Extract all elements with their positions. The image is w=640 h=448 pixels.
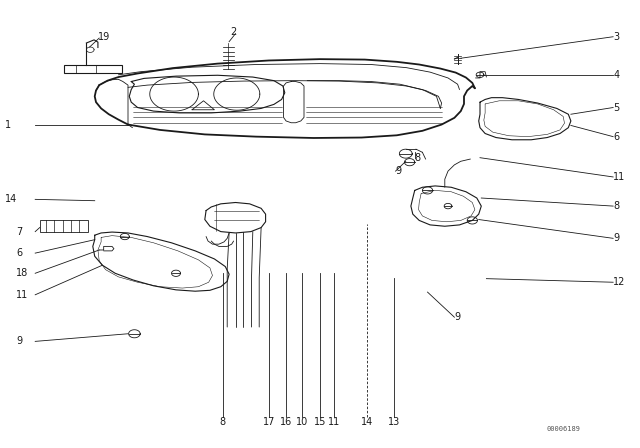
Text: 4: 4 xyxy=(613,70,620,80)
Text: 14: 14 xyxy=(5,194,17,204)
Text: 3: 3 xyxy=(613,32,620,42)
Text: 8: 8 xyxy=(415,153,421,163)
Text: 5: 5 xyxy=(613,103,620,112)
Bar xyxy=(64,65,122,73)
Text: 6: 6 xyxy=(16,248,22,258)
Text: 11: 11 xyxy=(328,418,340,427)
Text: 18: 18 xyxy=(16,268,28,278)
Text: 15: 15 xyxy=(314,418,326,427)
Text: 9: 9 xyxy=(396,166,402,176)
Text: 00006189: 00006189 xyxy=(546,426,580,432)
Text: 19: 19 xyxy=(98,32,110,42)
Text: 11: 11 xyxy=(613,172,625,182)
Text: 17: 17 xyxy=(262,418,275,427)
Text: 12: 12 xyxy=(613,277,625,287)
Text: 10: 10 xyxy=(296,418,308,427)
Text: 16: 16 xyxy=(280,418,292,427)
Text: 9: 9 xyxy=(613,233,620,243)
Text: 11: 11 xyxy=(16,290,28,300)
Text: 1: 1 xyxy=(5,121,12,130)
Text: 2: 2 xyxy=(230,27,237,37)
Text: 9: 9 xyxy=(16,336,22,346)
Text: 14: 14 xyxy=(360,418,373,427)
Text: 8: 8 xyxy=(219,418,225,427)
Text: 6: 6 xyxy=(613,132,620,142)
Text: 13: 13 xyxy=(387,418,400,427)
Text: 8: 8 xyxy=(613,201,620,211)
Text: 7: 7 xyxy=(16,227,22,237)
Bar xyxy=(40,220,88,232)
Text: 9: 9 xyxy=(454,312,461,322)
